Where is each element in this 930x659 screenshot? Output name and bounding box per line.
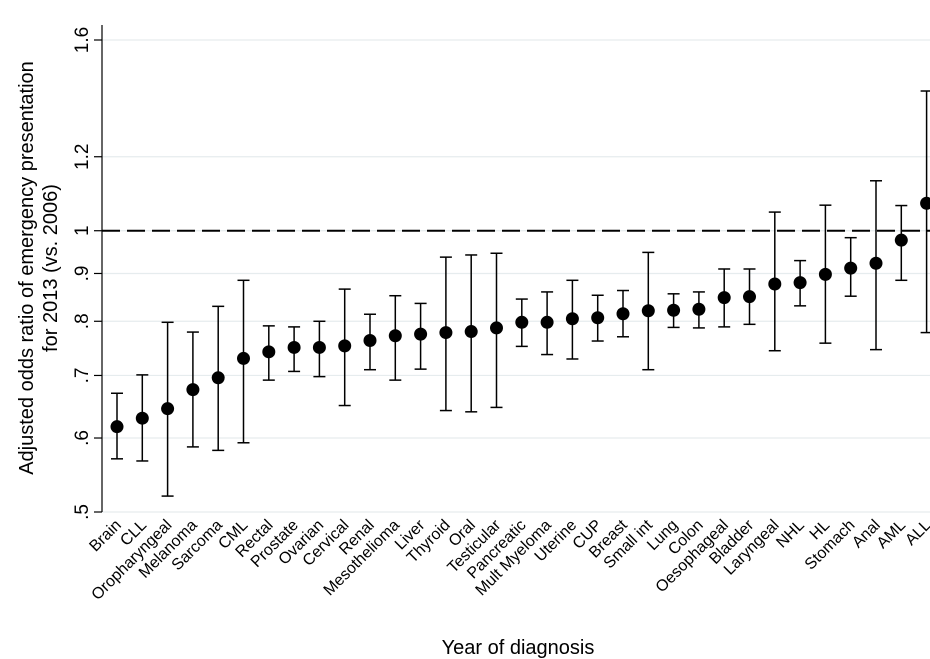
x-category-label: ALL [902,517,930,549]
point [641,304,655,318]
y-tick-label: 1.6 [72,27,93,53]
point [414,327,428,341]
point [161,402,175,416]
point [844,261,858,275]
point [717,291,731,305]
y-tick-label: .5 [72,504,93,520]
point [262,345,276,359]
x-category-label: NHL [773,517,808,552]
point [793,276,807,290]
point [464,325,478,339]
point [388,329,402,343]
point [439,326,453,340]
point [869,256,883,270]
points [110,196,930,434]
point [768,277,782,291]
x-axis-title: Year of diagnosis [442,637,595,659]
y-axis-title-line1: Adjusted odds ratio of emergency present… [16,61,38,475]
point [287,340,301,354]
x-category-labels: BrainCLLOropharyngealMelanomaSarcomaCMLR… [86,516,930,603]
error-bars [111,90,930,497]
point [490,321,503,335]
point [818,267,832,281]
y-tick-label: .6 [72,430,93,446]
point [616,307,630,321]
point [515,315,529,329]
point [237,351,250,365]
gridlines [102,39,930,513]
point [211,371,225,385]
point [894,233,908,247]
y-tick-label: .8 [72,313,93,329]
point [186,383,200,397]
point [743,290,756,304]
point [110,420,124,434]
point [312,340,326,354]
y-ticks: .5 .6 .7 .8 .9 1 1.2 1.6 [72,27,102,520]
x-category-label: Stomach [802,517,859,574]
y-tick-label: .7 [72,368,93,384]
y-tick-label: 1.2 [72,144,93,170]
point [135,411,149,425]
y-axis-title-line2: for 2013 (vs. 2006) [40,184,62,352]
y-tick-label: 1 [72,225,93,236]
point [540,315,554,329]
point [363,333,377,347]
point [667,303,681,317]
point [565,312,579,326]
y-tick-label: .9 [72,266,93,282]
point [920,196,930,210]
point [692,302,706,316]
point [338,339,352,353]
point [591,311,605,325]
